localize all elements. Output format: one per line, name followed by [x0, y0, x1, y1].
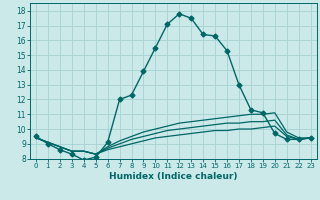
X-axis label: Humidex (Indice chaleur): Humidex (Indice chaleur): [109, 172, 237, 181]
